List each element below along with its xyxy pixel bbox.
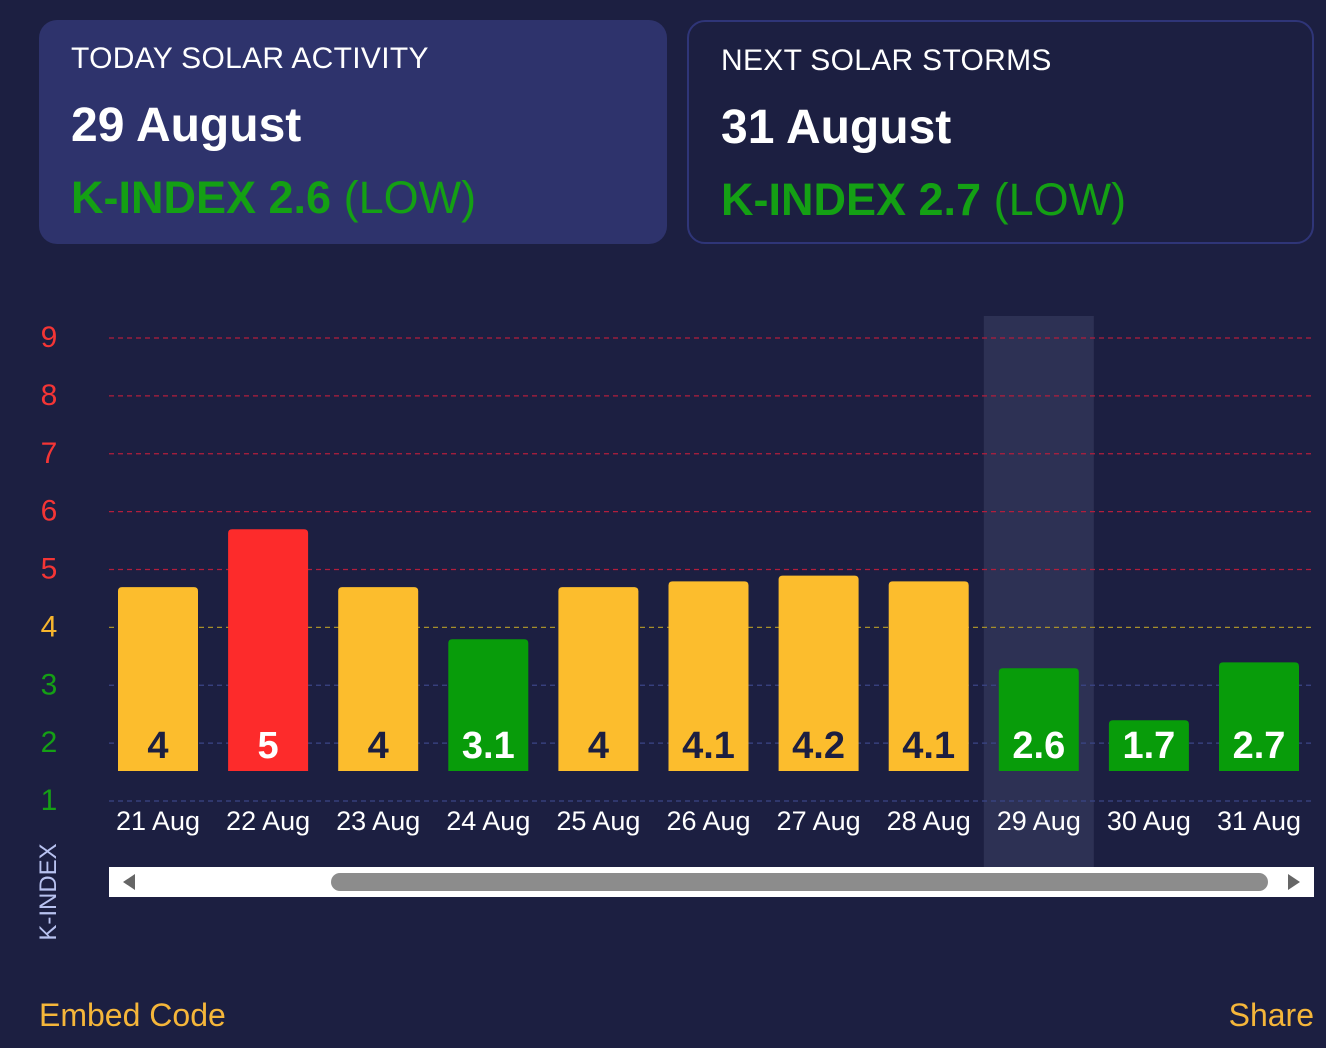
bar: [1108, 720, 1189, 771]
bar: [228, 529, 309, 771]
bar: [888, 581, 969, 771]
scrollbar-thumb[interactable]: [331, 873, 1268, 891]
bar: [998, 668, 1079, 771]
next-kindex: K-INDEX 2.7 (LOW): [721, 174, 1126, 226]
x-category-label: 26 Aug: [666, 806, 750, 836]
bar-value-label: 4: [147, 725, 168, 767]
bar-value-label: 5: [258, 725, 279, 767]
highlight-column: [983, 316, 1094, 867]
x-category-label: 23 Aug: [336, 806, 420, 836]
bar: [338, 587, 419, 771]
x-category-label: 28 Aug: [887, 806, 971, 836]
x-category-label: 21 Aug: [116, 806, 200, 836]
y-tick-label: 9: [41, 321, 58, 354]
next-kindex-value: K-INDEX 2.7: [721, 174, 982, 225]
today-card-label: TODAY SOLAR ACTIVITY: [71, 42, 429, 75]
next-kindex-level: (LOW): [993, 174, 1127, 225]
x-category-label: 24 Aug: [446, 806, 530, 836]
bar: [668, 581, 749, 771]
today-solar-activity-card: TODAY SOLAR ACTIVITY 29 August K-INDEX 2…: [39, 20, 667, 244]
y-tick-label: 1: [41, 784, 58, 817]
bar-value-label: 1.7: [1122, 725, 1175, 767]
bar-value-label: 4.1: [902, 725, 955, 767]
chart-horizontal-scrollbar[interactable]: [109, 867, 1314, 897]
today-kindex: K-INDEX 2.6 (LOW): [71, 172, 476, 224]
y-tick-label: 3: [41, 668, 58, 701]
bar-value-label: 4: [588, 725, 609, 767]
y-tick-label: 5: [41, 553, 58, 586]
x-category-label: 30 Aug: [1107, 806, 1191, 836]
bar-value-label: 2.6: [1012, 725, 1065, 767]
today-kindex-level: (LOW): [343, 172, 477, 223]
y-tick-label: 8: [41, 379, 58, 412]
x-category-label: 25 Aug: [556, 806, 640, 836]
bar-value-label: 2.7: [1233, 725, 1286, 767]
x-category-label: 22 Aug: [226, 806, 310, 836]
bar: [448, 639, 529, 771]
y-tick-label: 4: [41, 610, 58, 643]
bar-value-label: 4.1: [682, 725, 735, 767]
bar: [118, 587, 198, 771]
next-card-label: NEXT SOLAR STORMS: [721, 44, 1052, 77]
bar-value-label: 3.1: [462, 725, 515, 767]
y-axis-title: K-INDEX: [35, 843, 62, 941]
scroll-right-arrow-icon[interactable]: [1288, 874, 1300, 890]
scroll-left-arrow-icon[interactable]: [123, 874, 135, 890]
bar-value-label: 4: [368, 725, 389, 767]
today-kindex-value: K-INDEX 2.6: [71, 172, 332, 223]
next-date: 31 August: [721, 101, 952, 154]
bar: [558, 587, 639, 771]
y-tick-label: 7: [41, 437, 58, 470]
share-link[interactable]: Share: [1228, 997, 1314, 1033]
y-tick-label: 6: [41, 495, 58, 528]
bar-value-label: 4.2: [792, 725, 845, 767]
bar: [778, 575, 859, 771]
embed-code-link[interactable]: Embed Code: [39, 997, 226, 1033]
next-solar-storms-card: NEXT SOLAR STORMS 31 August K-INDEX 2.7 …: [687, 20, 1314, 244]
x-category-label: 29 Aug: [997, 806, 1081, 836]
x-category-label: 31 Aug: [1217, 806, 1301, 836]
y-tick-label: 2: [41, 726, 58, 759]
x-category-label: 27 Aug: [777, 806, 861, 836]
bar: [1219, 662, 1299, 771]
today-date: 29 August: [71, 99, 302, 152]
